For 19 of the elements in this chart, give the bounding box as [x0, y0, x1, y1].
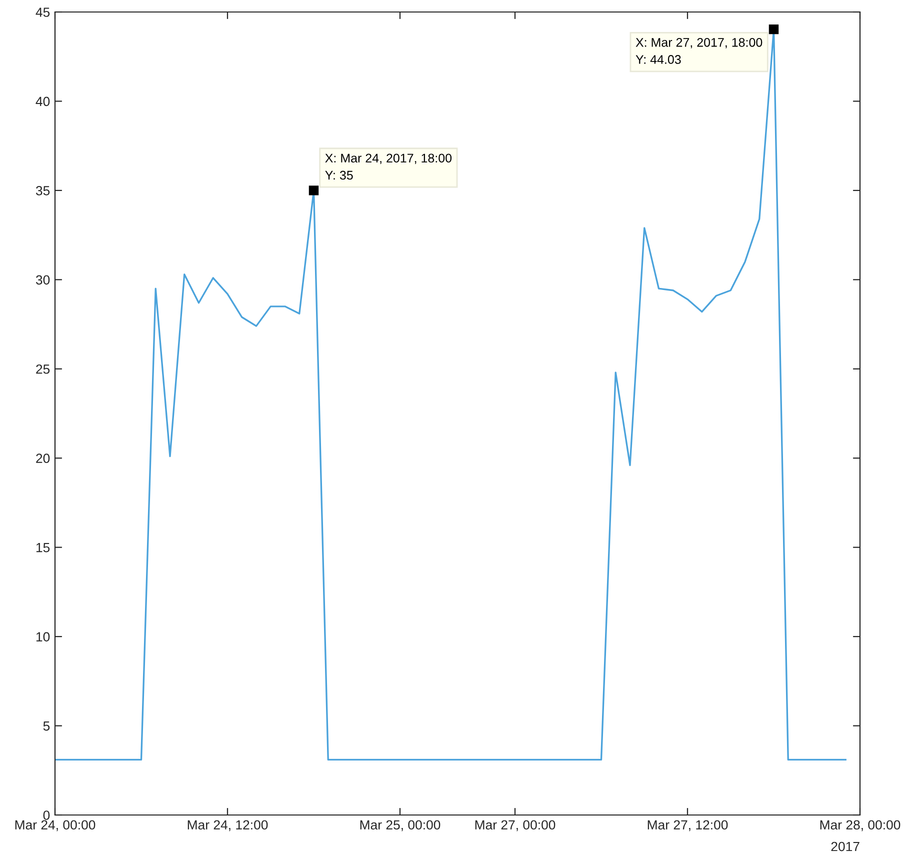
- x-tick-label: Mar 24, 00:00: [15, 820, 96, 832]
- x-tick-label: Mar 27, 00:00: [475, 820, 556, 832]
- x-tick-label: Mar 28, 00:00: [820, 820, 900, 832]
- y-tick-label: 0: [43, 810, 50, 820]
- y-tick-label: 45: [36, 8, 50, 17]
- annotation: X: Mar 24, 2017, 18:00 Y: 35: [325, 154, 452, 180]
- x-tick-label: Mar 27, 12:00: [648, 820, 728, 832]
- text: 2017: [831, 842, 860, 852]
- y-tick-label: 25: [36, 364, 50, 374]
- x-tick-label: Mar 24, 12:00: [188, 820, 268, 832]
- y-tick-label: 5: [43, 721, 50, 731]
- y-tick-label: 10: [36, 632, 50, 642]
- y-tick-label: 20: [36, 454, 50, 464]
- annotation: X: Mar 27, 2017, 18:00 Y: 44.03: [636, 38, 762, 64]
- y-tick-label: 35: [36, 186, 50, 196]
- x-tick-label: Mar 25, 00:00: [360, 820, 440, 832]
- y-tick-label: 40: [36, 96, 50, 106]
- y-tick-label: 15: [36, 543, 50, 552]
- y-tick-label: 30: [36, 275, 50, 285]
